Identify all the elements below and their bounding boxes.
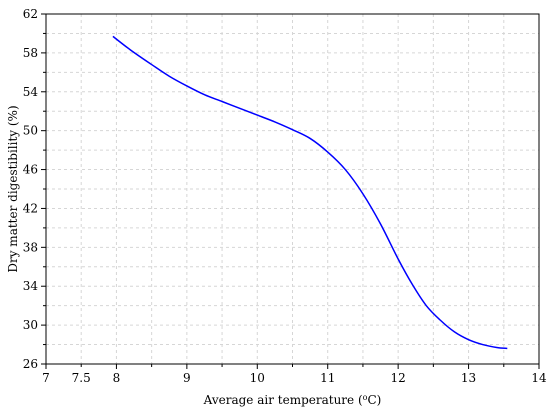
ticks: [41, 13, 540, 369]
y-tick-label: 46: [23, 163, 38, 177]
x-tick-label: 10: [250, 371, 265, 385]
y-tick-label: 42: [23, 201, 38, 215]
x-axis-title-main: Average air temperature (: [203, 393, 363, 407]
y-tick-label: 58: [23, 46, 38, 60]
x-axis-title-suffix: C): [367, 393, 381, 407]
x-tick-label: 7.5: [72, 371, 91, 385]
y-axis-title: Dry matter digestibility (%): [6, 105, 20, 272]
y-tick-labels: 26 30 34 38 42 46 50 54 58 62: [23, 7, 39, 371]
x-tick-label: 12: [391, 371, 406, 385]
y-tick-label: 30: [23, 318, 38, 332]
grid: [46, 14, 539, 364]
y-tick-label: 34: [23, 279, 39, 293]
y-tick-label: 62: [23, 7, 38, 21]
x-tick-label: 8: [113, 371, 121, 385]
y-tick-label: 54: [23, 85, 39, 99]
x-axis-title-sup: o: [363, 393, 368, 402]
x-axis-title: Average air temperature (oC): [203, 393, 382, 408]
x-tick-label: 13: [461, 371, 476, 385]
x-tick-labels: 7 7.5 8 9 10 11 12 13 14: [42, 371, 547, 385]
y-tick-label: 50: [23, 124, 38, 138]
y-tick-label: 38: [23, 240, 38, 254]
x-tick-label: 11: [320, 371, 335, 385]
y-tick-label: 26: [23, 357, 38, 371]
series-group: [112, 35, 508, 350]
x-tick-label: 14: [531, 371, 547, 385]
x-tick-label: 9: [183, 371, 191, 385]
x-tick-label: 7: [42, 371, 50, 385]
series-line: [112, 35, 508, 350]
